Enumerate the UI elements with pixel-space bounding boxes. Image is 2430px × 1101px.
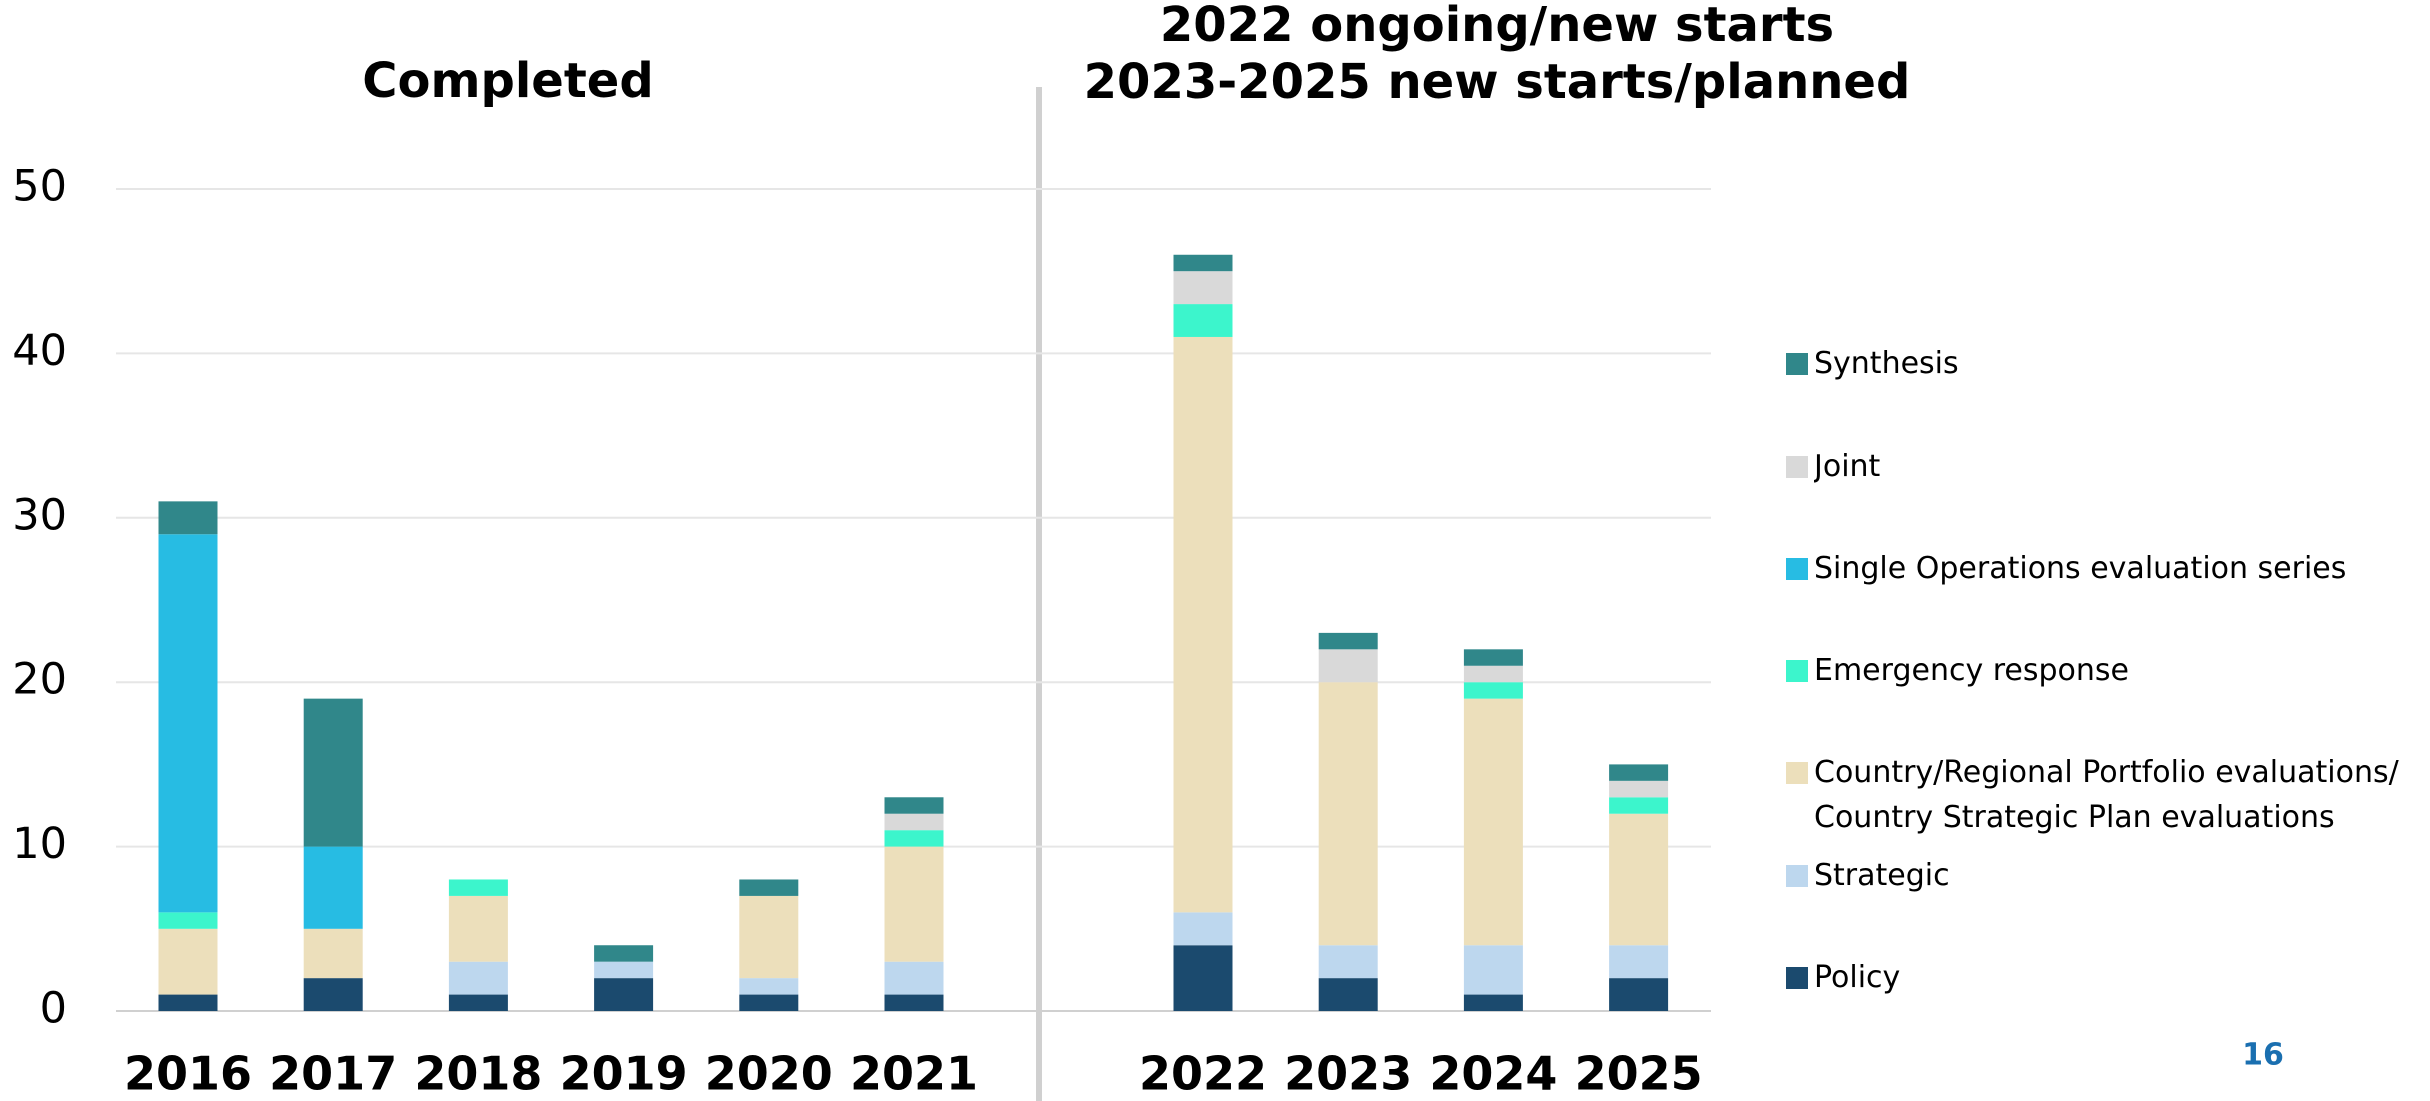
- bar-segment: [1463, 649, 1523, 666]
- panel-title: Completed: [362, 53, 653, 109]
- panel-title: 2023-2025 new starts/planned: [1084, 54, 1911, 110]
- bar-segment: [158, 928, 218, 995]
- bar-segment: [884, 830, 944, 847]
- legend-item: Strategic: [1814, 858, 1950, 893]
- bar-segment: [739, 895, 799, 979]
- y-tick-label: 10: [12, 819, 67, 869]
- legend-item: Synthesis: [1814, 346, 1959, 381]
- bar-segment: [1173, 254, 1233, 272]
- legend-swatch: [1786, 558, 1808, 580]
- y-tick-label: 20: [12, 655, 67, 705]
- bar-segment: [594, 978, 654, 1011]
- bar-segment: [594, 945, 654, 962]
- legend-swatch: [1786, 660, 1808, 682]
- legend-label: Joint: [1814, 449, 1881, 484]
- bar-segment: [158, 912, 218, 929]
- y-tick-label: 50: [12, 162, 67, 212]
- x-tick-label: 2023: [1284, 1047, 1412, 1101]
- bar-segment: [739, 879, 799, 896]
- bar-segment: [448, 994, 508, 1011]
- x-tick-label: 2024: [1429, 1047, 1557, 1101]
- bar-segment: [1609, 797, 1669, 814]
- bar-segment: [884, 961, 944, 995]
- bar-segment: [739, 994, 799, 1011]
- bar-segment: [158, 994, 218, 1011]
- bar-segment: [739, 978, 799, 995]
- x-tick-label: 2017: [269, 1047, 397, 1101]
- x-tick-label: 2019: [560, 1047, 688, 1101]
- bar-segment: [1173, 304, 1233, 337]
- legend-item: Country/Regional Portfolio evaluations/ …: [1814, 755, 2399, 835]
- bar-segment: [884, 846, 944, 962]
- legend-label: Country/Regional Portfolio evaluations/ …: [1814, 755, 2399, 835]
- bar-segment: [1173, 912, 1233, 946]
- legend-swatch: [1786, 456, 1808, 478]
- legend-swatch: [1786, 762, 1808, 784]
- bar-segment: [448, 879, 508, 896]
- bar-segment: [1318, 945, 1378, 979]
- y-tick-label: 30: [12, 490, 67, 540]
- bar-segment: [303, 928, 363, 979]
- x-tick-label: 2018: [414, 1047, 542, 1101]
- legend-item: Policy: [1814, 960, 1901, 995]
- legend-item: Emergency response: [1814, 653, 2129, 688]
- x-tick-label: 2020: [705, 1047, 833, 1101]
- x-tick-label: 2025: [1575, 1047, 1703, 1101]
- legend-label: Single Operations evaluation series: [1814, 551, 2347, 586]
- bar-segment: [1609, 945, 1669, 979]
- bar-segment: [1318, 682, 1378, 946]
- bar-segment: [158, 534, 218, 913]
- bar-segment: [594, 961, 654, 979]
- legend-swatch: [1786, 865, 1808, 887]
- bar-segment: [884, 797, 944, 814]
- legend-item: Single Operations evaluation series: [1814, 551, 2347, 586]
- bar-segment: [1463, 945, 1523, 995]
- bar-segment: [1318, 649, 1378, 683]
- bar-segment: [1463, 994, 1523, 1011]
- bar-segment: [1463, 682, 1523, 699]
- bar-segment: [1173, 945, 1233, 1011]
- y-tick-label: 40: [12, 326, 67, 376]
- bar-segment: [1463, 698, 1523, 946]
- bar-segment: [1173, 271, 1233, 305]
- y-tick-label: 0: [40, 984, 67, 1034]
- bar-segment: [1318, 632, 1378, 650]
- bar-segment: [303, 978, 363, 1011]
- x-tick-label: 2021: [850, 1047, 978, 1101]
- bar-segment: [1609, 780, 1669, 798]
- bar-segment: [448, 895, 508, 962]
- page-number: 16: [2242, 1038, 2284, 1073]
- bar-segment: [158, 501, 218, 535]
- bar-segment: [303, 698, 363, 847]
- bar-segment: [884, 813, 944, 831]
- legend-label: Policy: [1814, 960, 1901, 995]
- x-tick-label: 2016: [124, 1047, 252, 1101]
- bar-segment: [1609, 978, 1669, 1011]
- x-tick-label: 2022: [1139, 1047, 1267, 1101]
- bar-segment: [448, 961, 508, 995]
- legend-label: Strategic: [1814, 858, 1950, 893]
- legend-swatch: [1786, 353, 1808, 375]
- legend-label: Synthesis: [1814, 346, 1959, 381]
- bar-segment: [884, 994, 944, 1011]
- bar-segment: [1609, 764, 1669, 781]
- bar-segment: [1609, 813, 1669, 946]
- bar-segment: [303, 846, 363, 929]
- legend-label: Emergency response: [1814, 653, 2129, 688]
- bar-segment: [1318, 978, 1378, 1011]
- bar-segment: [1173, 336, 1233, 913]
- panel-title: 2022 ongoing/new starts: [1160, 0, 1834, 53]
- legend-item: Joint: [1814, 449, 1881, 484]
- legend-swatch: [1786, 967, 1808, 989]
- bar-segment: [1463, 665, 1523, 683]
